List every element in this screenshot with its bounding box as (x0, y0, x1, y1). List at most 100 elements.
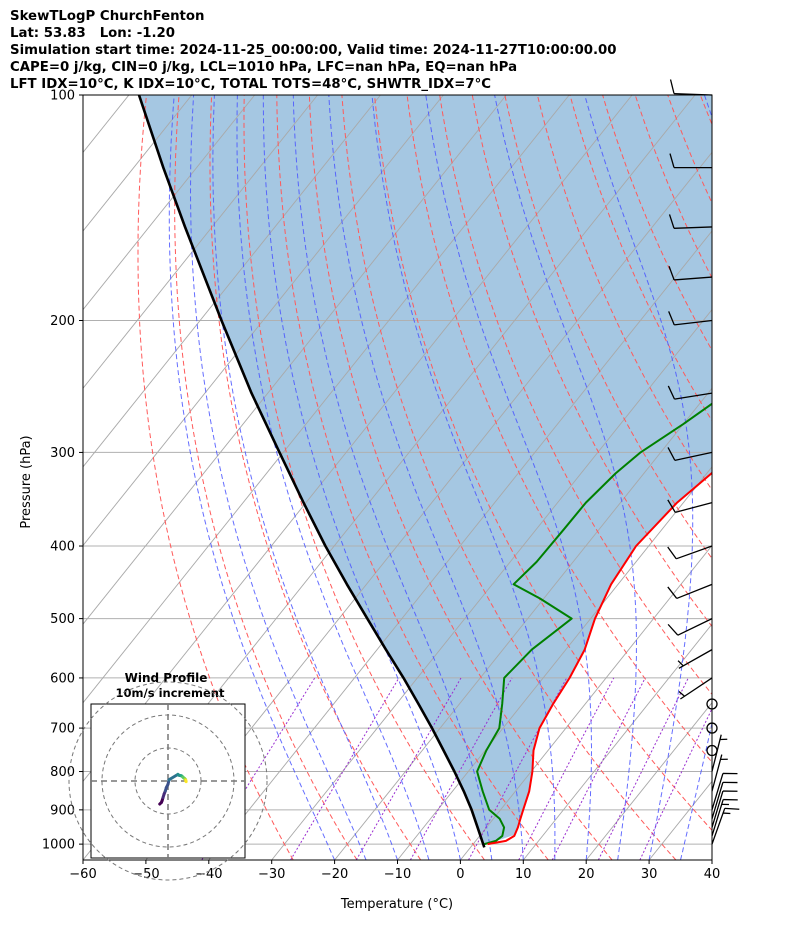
isotherm (145, 151, 712, 860)
barb-shaft (677, 618, 713, 636)
moist-adiabat (328, 95, 524, 860)
x-tick-label: −10 (384, 867, 411, 882)
barb-full (668, 311, 675, 326)
isotherm (460, 544, 712, 860)
wind-barb (711, 807, 740, 845)
barb-shaft (674, 276, 713, 281)
dry-adiabat (174, 95, 358, 860)
dry-adiabat (699, 95, 712, 126)
isotherm (83, 95, 507, 625)
barb-full (724, 807, 740, 810)
moist-adiabat (236, 95, 430, 860)
dewpoint-profile (476, 402, 712, 846)
dry-adiabat (406, 95, 712, 763)
wind-barb (668, 311, 713, 326)
barb-shaft (674, 319, 713, 326)
isotherms (83, 95, 712, 860)
mixing-ratio-line (290, 677, 400, 860)
moist-adiabats (168, 95, 712, 860)
wind-barb (711, 798, 738, 837)
y-tick-label: 100 (50, 89, 75, 104)
dry-adiabat (374, 95, 712, 832)
isotherm (208, 230, 712, 860)
wind-barbs (667, 79, 740, 845)
cape-cin-area (139, 95, 712, 845)
barb-full (667, 499, 676, 513)
parcel-profile (137, 95, 486, 848)
plot-area (83, 95, 794, 860)
cape-shading (139, 95, 712, 845)
y-tick-label: 200 (50, 314, 75, 329)
wind-barb (711, 734, 728, 772)
hodograph-segment (168, 772, 180, 781)
moist-adiabat (189, 95, 367, 860)
moist-adiabat (425, 95, 592, 860)
wind-barb (667, 545, 713, 560)
x-axis-label: Temperature (°C) (340, 897, 453, 912)
x-tick-label: 40 (704, 867, 721, 882)
mixing-ratio-line (639, 707, 712, 860)
barb-full (669, 79, 675, 94)
moist-adiabat (371, 95, 556, 860)
wind-barb (668, 266, 713, 281)
dry-adiabat (276, 95, 549, 860)
wind-barb (669, 79, 713, 96)
barb-shaft (676, 583, 713, 600)
y-tick-label: 700 (50, 722, 75, 737)
y-tick-label: 400 (50, 540, 75, 555)
barb-shaft (711, 782, 724, 819)
dry-adiabat (243, 95, 485, 860)
moist-adiabat (494, 95, 637, 860)
dry-adiabat (766, 95, 794, 860)
barb-shaft (675, 545, 713, 560)
wind-barb (667, 618, 713, 636)
dry-adiabat (137, 95, 294, 860)
moist-adiabat (262, 95, 461, 860)
simulation-times: Simulation start time: 2024-11-25_00:00:… (10, 43, 617, 58)
chart-title: SkewTLogP ChurchFenton (10, 9, 205, 24)
wind-barb (677, 649, 713, 669)
mixing-ratio-line (409, 677, 513, 860)
dry-adiabat (536, 95, 712, 491)
moist-adiabat (292, 95, 493, 860)
isotherm (83, 95, 318, 389)
isotherm (83, 95, 256, 311)
isotherm (83, 95, 570, 704)
barb-half (677, 660, 684, 667)
wind-barb (667, 583, 713, 600)
isotherm (83, 95, 381, 468)
x-tick-label: −40 (195, 867, 222, 882)
barb-shaft (711, 808, 726, 845)
moist-adiabat (711, 857, 712, 860)
stability-indices: LFT IDX=10°C, K IDX=10°C, TOTAL TOTS=48°… (10, 77, 492, 92)
y-tick-label: 900 (50, 803, 75, 818)
hodograph-subtitle: 10m/s increment (116, 686, 225, 700)
barb-shaft (711, 799, 724, 837)
wind-barb (667, 385, 713, 400)
barb-full (668, 266, 675, 281)
moist-adiabat (168, 95, 336, 860)
barb-shaft (675, 501, 713, 513)
moist-adiabat (584, 95, 694, 860)
mixing-ratio-line (597, 677, 689, 860)
temperature-profile (487, 471, 712, 846)
barb-full (667, 623, 679, 636)
x-tick-label: −60 (69, 867, 96, 882)
x-axis-ticks: −60 −50 −40 −30 −20 −10 0 10 20 30 40 (69, 860, 720, 882)
barb-full (667, 586, 678, 599)
wind-barb (711, 790, 738, 828)
barb-full (667, 447, 676, 461)
x-tick-label: 30 (641, 867, 658, 882)
wind-barb (678, 677, 713, 700)
wind-barb (667, 447, 713, 461)
stability-parameters: CAPE=0 j/kg, CIN=0 j/kg, LCL=1010 hPa, L… (10, 60, 518, 75)
barb-shaft (711, 754, 723, 792)
wind-barb (668, 214, 713, 229)
hodograph-inset: Wind Profile 10m/s increment (68, 671, 268, 881)
dry-adiabat (439, 95, 712, 696)
barb-shaft (680, 677, 713, 700)
hodograph-title: Wind Profile (125, 671, 208, 685)
isotherm (83, 95, 193, 232)
dry-adiabat (504, 95, 712, 560)
x-tick-label: 20 (578, 867, 595, 882)
